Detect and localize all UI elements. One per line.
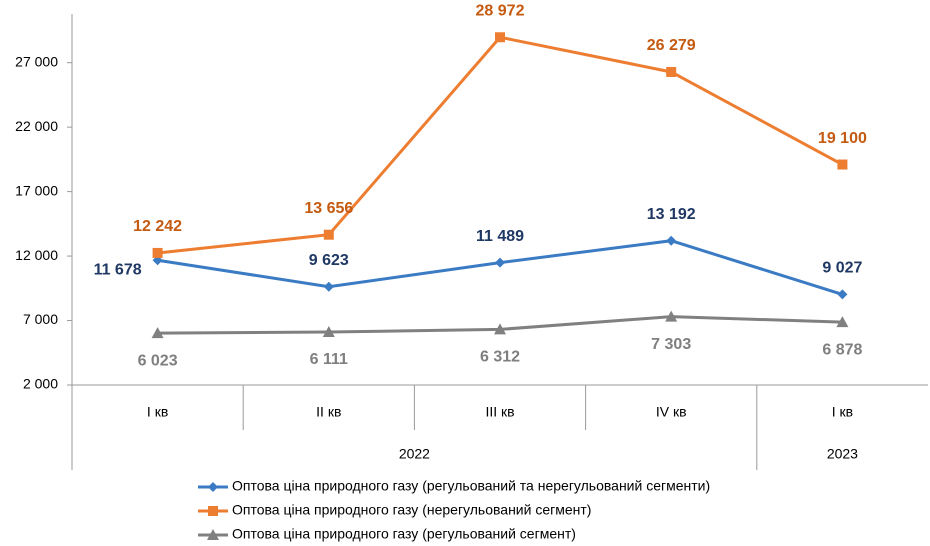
data-label: 6 312 [480,349,520,366]
data-point [494,323,506,335]
data-label: 6 023 [138,352,178,369]
y-tick-label: 17 000 [15,182,58,198]
data-label: 6 878 [822,341,862,358]
x-tick-label: II кв [316,404,341,420]
data-point [323,281,334,292]
data-label: 13 656 [304,200,353,217]
legend-label: Оптова ціна природного газу (регульовани… [232,526,576,542]
x-tick-label: I кв [147,404,168,420]
legend-marker [208,482,218,492]
data-point [495,32,505,43]
legend-marker [207,529,219,540]
data-point [837,159,848,170]
data-point [323,229,334,240]
y-tick-label: 22 000 [15,118,58,134]
data-label: 9 623 [309,252,349,269]
legend-marker [208,506,218,516]
data-label: 9 027 [822,260,862,277]
x-tick-label: IV кв [656,404,687,420]
data-label: 13 192 [647,206,696,223]
y-tick-label: 12 000 [15,247,58,263]
data-label: 11 489 [476,228,524,245]
data-point [151,327,164,339]
data-point [666,235,677,246]
y-tick-label: 7 000 [23,311,58,327]
legend-label: Оптова ціна природного газу (регульовани… [232,478,710,494]
series-line [157,35,844,255]
data-label: 11 678 [94,261,142,278]
data-point [837,289,848,300]
y-tick-label: 2 000 [23,376,58,392]
data-label: 28 972 [476,2,525,19]
legend-label: Оптова ціна природного газу (нерегульова… [232,502,591,518]
group-label: 2023 [827,446,858,462]
data-label: 26 279 [647,37,696,54]
group-label: 2022 [399,446,430,462]
x-tick-label: III кв [485,404,514,420]
data-label: 7 303 [651,336,691,353]
data-point [666,66,677,77]
x-tick-label: I кв [832,404,853,420]
data-point [322,325,335,337]
data-label: 6 111 [310,351,348,368]
data-point [152,247,163,258]
data-point [836,316,849,328]
data-label: 12 242 [133,218,182,235]
data-point [495,257,505,268]
data-point [665,310,678,322]
y-tick-label: 27 000 [15,53,58,69]
data-label: 19 100 [818,130,867,147]
